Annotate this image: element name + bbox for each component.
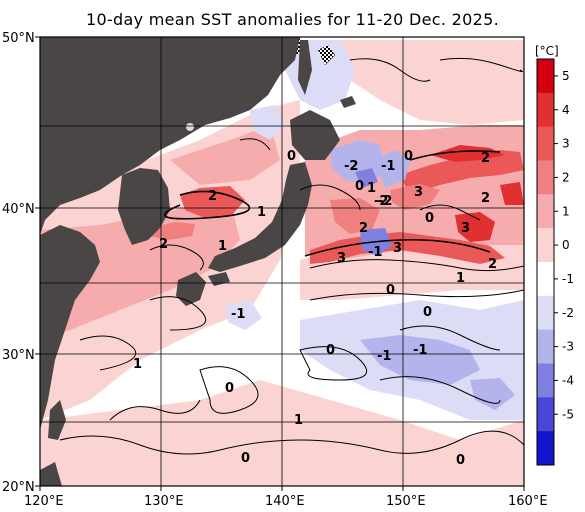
grid-lines	[40, 37, 524, 486]
contour-label: 0	[225, 381, 234, 396]
contour-label: 0	[425, 211, 434, 226]
contour-label: 0	[404, 149, 413, 164]
china-coast	[40, 225, 100, 430]
contour-label: 2	[488, 257, 497, 272]
contour-label: -2	[374, 194, 388, 209]
contour-label: 0	[456, 453, 465, 468]
colorbar-label: -2	[562, 306, 574, 320]
colorbar-swatches	[537, 59, 554, 466]
contour-label: 0	[326, 343, 335, 358]
contour-label: -2	[344, 159, 358, 174]
contour-label: 2	[159, 237, 168, 252]
contour-label: 0	[423, 305, 432, 320]
y-tick-label: 50°N	[2, 31, 35, 46]
colorbar-swatch	[537, 92, 554, 128]
x-axis-labels: 120°E 130°E 140°E 150°E 160°E	[24, 494, 548, 509]
contour-label: 2	[208, 189, 217, 204]
colorbar-swatch	[537, 262, 554, 297]
colorbar-labels: 5 4 3 2 1 0 -1 -2 -3 -4 -5	[554, 69, 574, 421]
contour-label: 1	[257, 205, 266, 220]
contour-label: 1	[133, 357, 142, 372]
map-area: 0 -2 -1 0 2 0 1 -2 3 2 1 2 2 -2 0 3 1 2 …	[40, 37, 524, 486]
colorbar-label: 4	[562, 103, 570, 117]
colorbar-swatch	[537, 126, 554, 161]
colorbar-unit: [°C]	[535, 44, 559, 58]
contour-label: -2	[378, 194, 392, 209]
contour-label: 3	[461, 221, 470, 236]
colorbar-label: -5	[562, 407, 574, 421]
contour-label: 3	[337, 251, 346, 266]
x-tick-label: 140°E	[265, 494, 305, 509]
x-tick-label: 160°E	[508, 494, 548, 509]
luzon-island	[40, 462, 62, 486]
contour-label: -1	[368, 245, 382, 260]
contour-label: 1	[294, 413, 303, 428]
colorbar-swatch	[537, 363, 554, 398]
hokkaido-island	[290, 110, 340, 160]
taiwan-island	[48, 400, 66, 440]
colorbar-label: 3	[562, 137, 570, 151]
x-tick-label: 130°E	[144, 494, 184, 509]
land-masses	[40, 37, 356, 486]
colorbar-label: -4	[562, 373, 574, 387]
contour-label: 3	[393, 241, 402, 256]
korean-peninsula	[118, 168, 170, 245]
contour-label: -1	[377, 349, 391, 364]
colorbar-swatch	[537, 160, 554, 195]
contour-lines-thick	[164, 150, 501, 257]
contour-label: 0	[386, 283, 395, 298]
contour-label: -1	[413, 343, 427, 358]
shikoku-island	[208, 272, 230, 286]
contour-label: 1	[367, 181, 376, 196]
contour-label: 1	[456, 271, 465, 286]
contour-label: 1	[218, 239, 227, 254]
x-tick-label: 120°E	[24, 494, 64, 509]
contour-label: 2	[481, 151, 490, 166]
contour-labels: 0 -2 -1 0 2 0 1 -2 3 2 1 2 2 -2 0 3 1 2 …	[133, 149, 497, 468]
contour-label: -1	[381, 159, 395, 174]
colorbar-frame	[536, 58, 555, 466]
colorbar-label: -1	[562, 272, 574, 286]
y-tick-label: 30°N	[2, 348, 35, 363]
colorbar-label: -3	[562, 340, 574, 354]
colorbar-swatch	[537, 295, 554, 331]
contour-label: 0	[241, 451, 250, 466]
colorbar-swatch	[537, 397, 554, 432]
contour-lines	[59, 57, 524, 455]
honshu-island	[208, 162, 312, 272]
contour-label: 2	[481, 191, 490, 206]
colorbar: [°C] 5 4 3 2 1 0 -1 -2 -3 -4 -5	[535, 44, 574, 466]
contour-label: 2	[359, 221, 368, 236]
colorbar-swatch	[537, 431, 554, 466]
colorbar-label: 5	[562, 69, 570, 83]
colorbar-label: 1	[562, 204, 570, 218]
colorbar-swatch	[537, 228, 554, 263]
axis-ticks	[35, 36, 525, 491]
contour-label: 0	[355, 179, 364, 194]
contour-label: 3	[414, 185, 423, 200]
y-tick-label: 40°N	[2, 202, 35, 217]
sakhalin-island	[298, 40, 312, 95]
colorbar-swatch	[537, 59, 554, 94]
y-axis-labels: 50°N 40°N 30°N 20°N	[2, 31, 35, 495]
colorbar-label: 2	[562, 170, 570, 184]
x-tick-label: 150°E	[386, 494, 426, 509]
asia-landmass	[40, 37, 300, 235]
contour-label: -1	[231, 307, 245, 322]
map-title: 10-day mean SST anomalies for 11-20 Dec.…	[86, 10, 499, 29]
colorbar-label: 0	[562, 238, 570, 252]
colorbar-swatch	[537, 194, 554, 229]
y-tick-label: 20°N	[2, 480, 35, 495]
kuril-islands	[340, 96, 356, 108]
kyushu-island	[176, 272, 206, 306]
contour-label: 0	[287, 149, 296, 164]
colorbar-swatch	[537, 329, 554, 364]
